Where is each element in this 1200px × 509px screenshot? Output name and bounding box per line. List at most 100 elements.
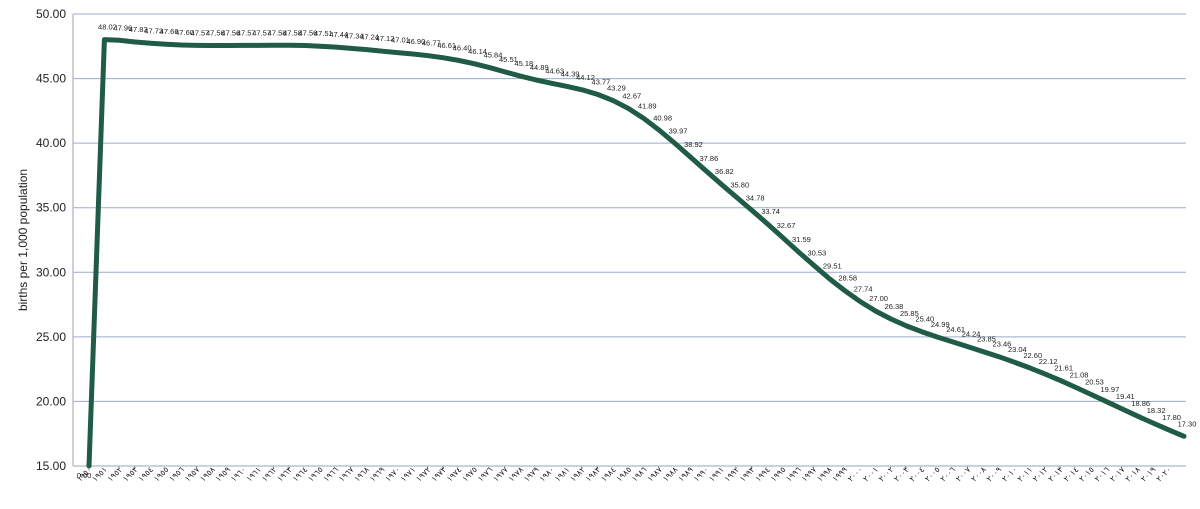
x-tick-label: ١٩٩٠ — [692, 465, 711, 484]
x-tick-label: ١٩٨٧ — [645, 465, 664, 484]
y-tick-label: 30.00 — [36, 265, 66, 279]
x-tick-label: ١٩٥٢ — [106, 465, 125, 484]
x-tick-label: ١٩٦٦ — [322, 465, 341, 484]
x-tick-label: ٢٠٠٣ — [892, 465, 911, 484]
data-label: 23.85 — [977, 335, 996, 344]
data-label: 45.51 — [499, 55, 518, 64]
data-label: 46.77 — [422, 39, 441, 48]
x-tick-label: ٢٠١٤ — [1062, 465, 1081, 484]
data-label: 28.58 — [838, 274, 857, 283]
x-tick-label: ١٩٦١ — [244, 465, 263, 484]
data-label: 47.24 — [360, 33, 379, 42]
data-label: 47.57 — [191, 28, 210, 37]
x-tick-label: ٢٠١١ — [1016, 465, 1035, 484]
data-label: 44.12 — [576, 73, 595, 82]
x-tick-label: ١٩٧٠ — [383, 465, 402, 484]
x-tick-label: ٢٠٠٩ — [985, 465, 1004, 484]
x-tick-label: ١٩٧٣ — [430, 465, 449, 484]
data-label: 47.56 — [206, 29, 225, 38]
x-tick-label: ٢٠٠٤ — [908, 465, 927, 484]
x-tick-label: ١٩٧٧ — [491, 465, 510, 484]
axes: 15.00 20.00 25.00 30.00 35.00 40.00 45.00 50.00 — [36, 7, 1186, 473]
data-label: 47.58 — [268, 28, 287, 37]
data-label: 47.44 — [329, 30, 348, 39]
x-tick-label: ١٩٥٩ — [214, 465, 233, 484]
x-tick-label: ١٩٧٢ — [414, 465, 433, 484]
x-tick-label: ٢٠١٣ — [1046, 465, 1065, 484]
x-tick-labels: ١٩٥٠١٩٥١١٩٥٢١٩٥٣١٩٥٤١٩٥٥١٩٥٦١٩٥٧١٩٥٨١٩٥٩… — [75, 465, 1173, 484]
x-tick-label: ١٩٦٩ — [368, 465, 387, 484]
x-tick-label: ٢٠١٧ — [1108, 465, 1127, 484]
data-label: 35.80 — [730, 180, 749, 189]
x-tick-label: ١٩٨٤ — [599, 465, 618, 484]
data-label: 47.60 — [175, 28, 194, 37]
data-label: 36.82 — [715, 167, 734, 176]
data-label: 45.18 — [514, 59, 533, 68]
data-label: 19.97 — [1100, 385, 1119, 394]
data-label: 46.61 — [437, 41, 456, 50]
x-tick-label: ٢٠١٢ — [1031, 465, 1050, 484]
data-label: 30.53 — [807, 248, 826, 257]
data-label: 33.74 — [761, 207, 780, 216]
data-label: 39.97 — [669, 127, 688, 136]
x-tick-label: ١٩٧٩ — [522, 465, 541, 484]
x-tick-label: ١٩٩٢ — [723, 465, 742, 484]
x-tick-label: ١٩٩٨ — [815, 465, 834, 484]
x-tick-label: ١٩٥١ — [90, 465, 109, 484]
data-label: 27.00 — [869, 294, 888, 303]
data-label: 38.92 — [684, 140, 703, 149]
y-tick-label: 45.00 — [36, 72, 66, 86]
data-label: 23.04 — [1008, 345, 1027, 354]
y-tick-label: 20.00 — [36, 394, 66, 408]
x-tick-label: ١٩٥٤ — [137, 465, 156, 484]
data-label: 46.90 — [406, 37, 425, 46]
x-tick-label: ١٩٥٣ — [121, 465, 140, 484]
x-tick-label: ١٩٨٩ — [676, 465, 695, 484]
x-tick-label: ٢٠٠٦ — [939, 465, 958, 484]
x-tick-label: ١٩٦٠ — [229, 465, 248, 484]
data-labels: 0.0048.0247.9647.8347.7347.6647.6047.574… — [77, 23, 1197, 480]
x-tick-label: ١٩٨٢ — [568, 465, 587, 484]
x-tick-label: ١٩٩٩ — [831, 465, 850, 484]
data-label: 31.59 — [792, 235, 811, 244]
data-label: 40.98 — [653, 113, 672, 122]
data-label: 26.38 — [885, 302, 904, 311]
x-tick-label: ١٩٧٥ — [460, 465, 479, 484]
data-label: 47.66 — [160, 27, 179, 36]
x-tick-label: ١٩٨٣ — [584, 465, 603, 484]
data-label: 37.86 — [700, 154, 719, 163]
data-label: 18.86 — [1131, 399, 1150, 408]
x-tick-label: ١٩٥٥ — [152, 465, 171, 484]
series-line-group — [86, 37, 1187, 469]
y-tick-label: 35.00 — [36, 201, 66, 215]
x-tick-label: ١٩٧١ — [399, 465, 418, 484]
x-tick-label: ١٩٥٨ — [198, 465, 217, 484]
x-tick-label: ٢٠١٠ — [1000, 465, 1019, 484]
x-tick-label: ٢٠٠٧ — [954, 465, 973, 484]
y-tick-label: 50.00 — [36, 7, 66, 21]
x-tick-label: ٢٠١٨ — [1124, 465, 1143, 484]
x-tick-label: ١٩٦٧ — [337, 465, 356, 484]
data-label: 23.46 — [993, 340, 1012, 349]
data-label: 17.30 — [1178, 419, 1197, 428]
x-tick-label: ٢٠٠٨ — [969, 465, 988, 484]
x-tick-label: ١٩٧٦ — [476, 465, 495, 484]
x-tick-label: ١٩٦٥ — [306, 465, 325, 484]
x-tick-label: ٢٠٠٠ — [846, 465, 865, 484]
data-label: 17.80 — [1162, 413, 1181, 422]
data-label: 34.78 — [746, 194, 765, 203]
data-label: 24.99 — [931, 320, 950, 329]
data-label: 45.84 — [484, 51, 503, 60]
x-tick-label: ٢٠٢٠ — [1154, 465, 1173, 484]
x-tick-label: ١٩٧٨ — [507, 465, 526, 484]
gridlines — [73, 13, 1186, 402]
x-tick-label: ١٩٦٢ — [260, 465, 279, 484]
x-tick-label: ١٩٩٣ — [738, 465, 757, 484]
x-tick-label: ١٩٩٤ — [753, 465, 772, 484]
x-tick-label: ٢٠١٦ — [1093, 465, 1112, 484]
data-label: 44.89 — [530, 63, 549, 72]
x-tick-label: ١٩٦٣ — [275, 465, 294, 484]
data-label: 43.77 — [592, 77, 611, 86]
data-label: 47.73 — [144, 26, 163, 35]
